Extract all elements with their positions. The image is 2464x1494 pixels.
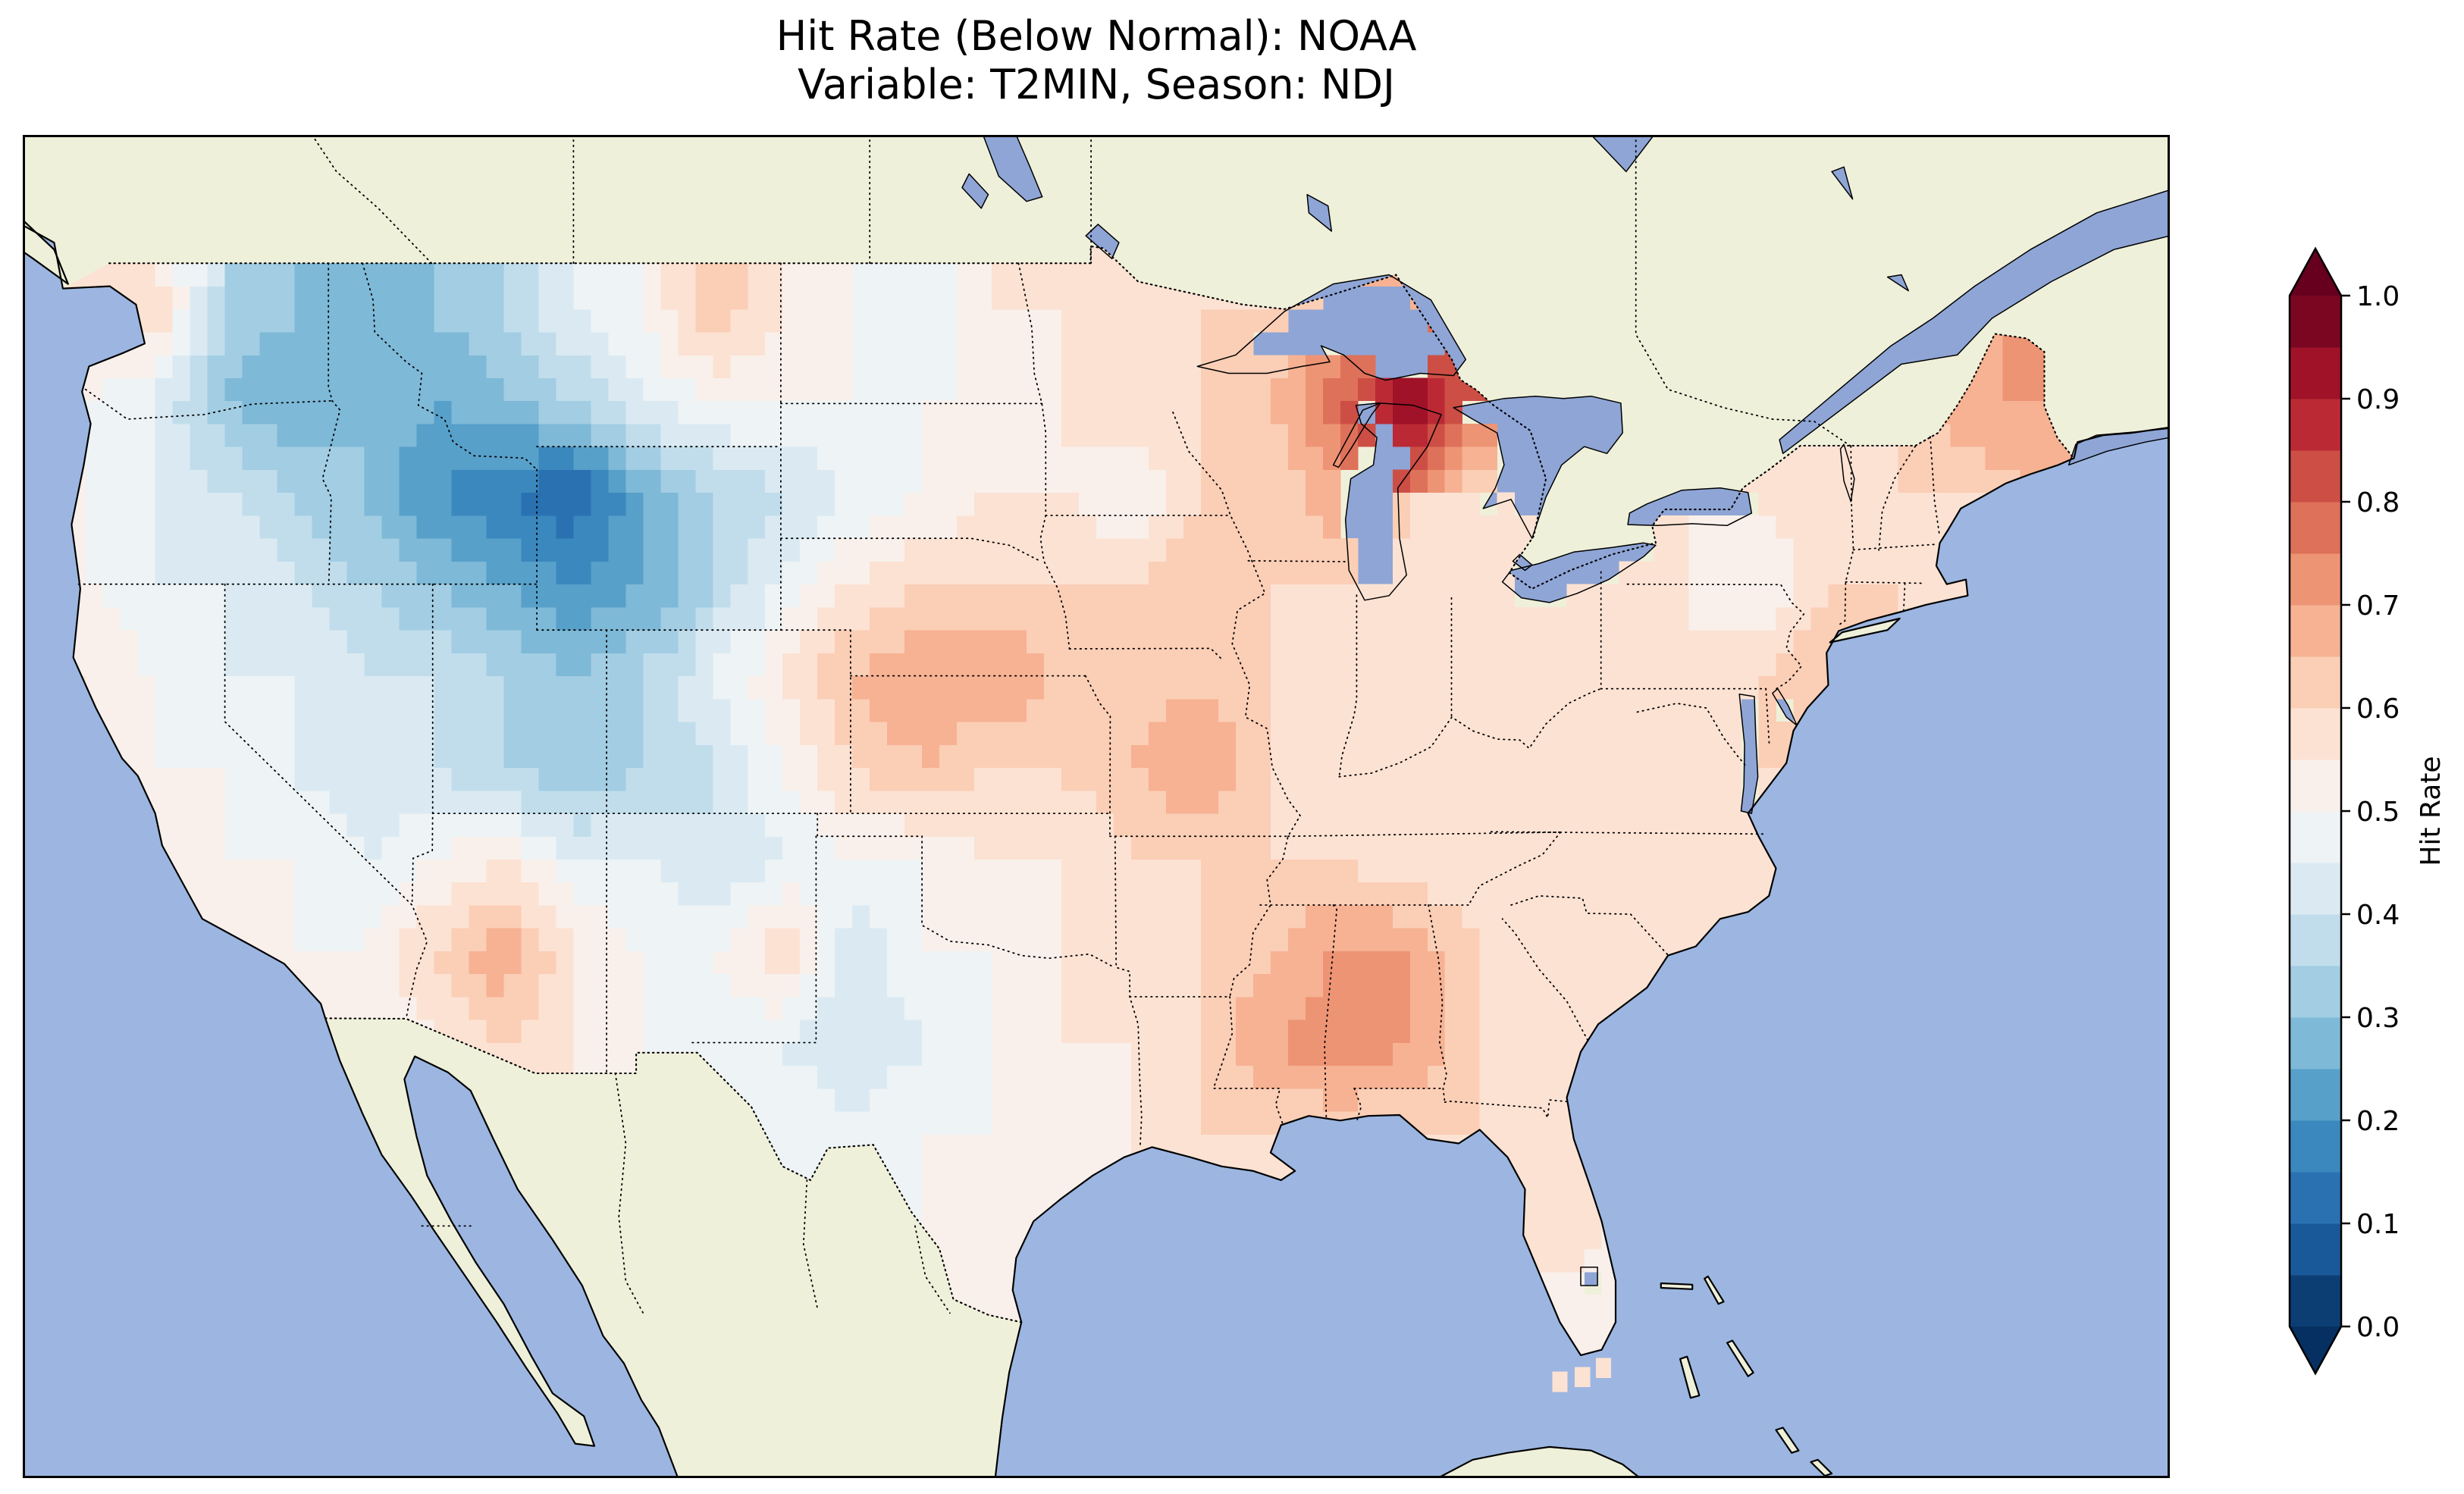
- axes-frame: [23, 135, 2170, 1478]
- state-borders: [77, 135, 1940, 1314]
- title-line-1: Hit Rate (Below Normal): NOAA: [776, 12, 1417, 60]
- map-canvas: [23, 135, 2170, 1478]
- florida-keys-cells: [1552, 1358, 1611, 1392]
- colorbar-tick-label: 0.1: [2356, 1209, 2400, 1240]
- coastlines: [23, 135, 2170, 1478]
- colorbar: 1.0 0.9 0.8 0.7 0.6 0.5 0.4 0.3 0.2 0.1 0.0 Hit Rat…: [2288, 246, 2447, 1376]
- colorbar-tick-label: 0.2: [2356, 1106, 2400, 1137]
- colorbar-tick-label: 0.4: [2356, 900, 2400, 931]
- colorbar-tick-label: 1.0: [2356, 281, 2400, 312]
- colorbar-tick-label: 0.5: [2356, 797, 2400, 828]
- colorbar-tick-label: 0.6: [2356, 694, 2400, 725]
- colorbar-segments: [2290, 296, 2341, 1327]
- colorbar-tick-label: 0.0: [2356, 1312, 2400, 1343]
- colorbar-ticks: 1.0 0.9 0.8 0.7 0.6 0.5 0.4 0.3 0.2 0.1 0.0: [2341, 281, 2400, 1343]
- country-borders: [108, 245, 2074, 1323]
- chart-title: Hit Rate (Below Normal): NOAA Variable: …: [23, 12, 2170, 108]
- colorbar-tick-label: 0.9: [2356, 384, 2400, 415]
- colorbar-extend-max: [2290, 249, 2341, 296]
- colorbar-tick-label: 0.7: [2356, 590, 2400, 622]
- colorbar-tick-label: 0.8: [2356, 487, 2400, 518]
- colorbar-tick-label: 0.3: [2356, 1003, 2400, 1034]
- colorbar-axis-label: Hit Rate: [2415, 756, 2447, 866]
- title-line-2: Variable: T2MIN, Season: NDJ: [798, 60, 1395, 108]
- colorbar-extend-min: [2290, 1326, 2341, 1373]
